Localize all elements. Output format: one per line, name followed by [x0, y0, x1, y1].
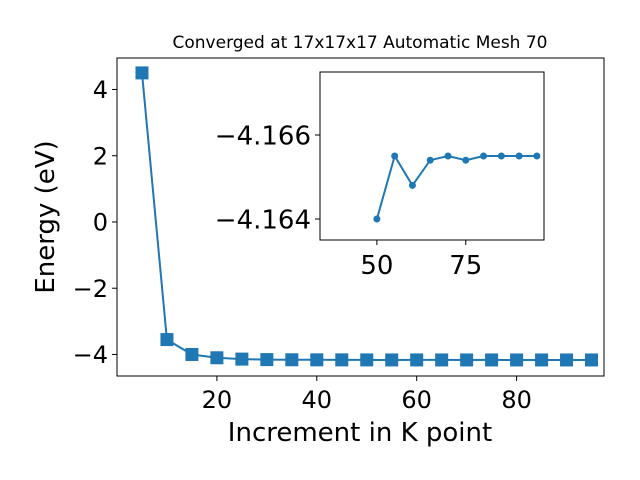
main-y-tick-label: 0	[93, 209, 108, 237]
inset-series-line	[375, 153, 537, 220]
main-data-point	[385, 353, 399, 367]
x-axis-label: Increment in K point	[228, 418, 492, 448]
main-data-point	[360, 353, 374, 367]
main-series	[135, 66, 599, 367]
main-x-tick-label: 20	[202, 386, 233, 414]
main-data-point	[560, 353, 574, 367]
inset-y-tick-label: −4.166	[215, 121, 311, 151]
main-data-point	[335, 353, 349, 367]
inset-data-point	[444, 152, 452, 160]
main-x-tick-label: 80	[501, 386, 532, 414]
main-data-point	[160, 333, 174, 347]
main-data-point	[210, 351, 224, 365]
main-data-point	[510, 353, 524, 367]
main-data-point	[135, 66, 149, 80]
main-x-tick-label: 60	[401, 386, 432, 414]
inset-data-point	[480, 152, 488, 160]
inset-series	[373, 152, 541, 223]
inset-data-point	[373, 215, 381, 223]
inset-y-tick-label: −4.164	[215, 205, 311, 235]
inset-data-point	[408, 181, 416, 189]
main-data-point	[410, 353, 424, 367]
main-data-point	[585, 353, 599, 367]
main-data-point	[285, 353, 299, 367]
main-data-point	[460, 353, 474, 367]
inset-data-point	[426, 156, 434, 164]
main-data-point	[235, 352, 249, 366]
main-data-point	[435, 353, 449, 367]
main-data-point	[185, 347, 199, 361]
main-data-point	[260, 353, 274, 367]
inset-x-tick-label: 50	[360, 251, 393, 281]
inset-data-point	[391, 152, 399, 160]
y-axis-label: Energy (eV)	[31, 140, 61, 293]
main-y-tick-label: −2	[73, 275, 108, 303]
chart-title: Converged at 17x17x17 Automatic Mesh 70	[173, 33, 548, 53]
main-data-point	[535, 353, 549, 367]
inset-ticks: 50 75 −4.166 −4.164	[215, 121, 483, 281]
main-data-point	[310, 353, 324, 367]
inset-x-tick-label: 75	[449, 251, 482, 281]
main-x-tick-label: 40	[302, 386, 333, 414]
inset-data-point	[497, 152, 505, 160]
inset-data-point	[533, 152, 541, 160]
inset-data-point	[515, 152, 523, 160]
main-data-point	[485, 353, 499, 367]
main-y-tick-label: −4	[73, 341, 108, 369]
inset-data-point	[462, 156, 470, 164]
main-ticks: 20 40 60 80 −4 −2 0 2 4	[73, 76, 532, 414]
main-plot-frame	[116, 57, 605, 377]
main-y-tick-label: 4	[93, 76, 108, 104]
main-y-tick-label: 2	[93, 142, 108, 170]
